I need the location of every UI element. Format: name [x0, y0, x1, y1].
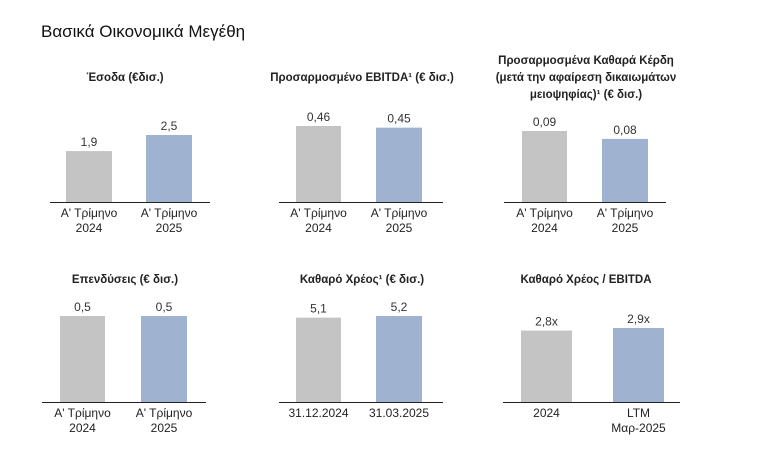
category-label: Α' Τρίμηνο	[141, 206, 198, 220]
bar-value-label: 0,5	[156, 300, 173, 314]
category-label: 2024	[305, 221, 332, 235]
bar-0	[296, 317, 341, 402]
bar-1	[141, 316, 187, 402]
category-label: Α' Τρίμηνο	[61, 206, 118, 220]
category-label: Α' Τρίμηνο	[136, 406, 193, 420]
chart-title: Προσαρμοσμένο EBITDA¹ (€ δισ.)	[270, 72, 454, 84]
category-label: LTM	[627, 406, 650, 420]
bar-value-label: 0,08	[613, 123, 637, 137]
bar-0	[60, 316, 105, 402]
category-label: 2024	[69, 421, 96, 435]
chart-panel-net-debt-ebitda: Καθαρό Χρέος / EBITDA 2,8x 2024 2,9x LTM Μαρ…	[481, 272, 691, 457]
bar-0	[296, 126, 341, 202]
category-label: 2025	[151, 421, 178, 435]
category-label: 2025	[386, 221, 413, 235]
category-label: Α' Τρίμηνο	[597, 206, 654, 220]
bar-0	[66, 151, 112, 202]
chart-panel-adjusted-net-income: Προσαρμοσμένα Καθαρά Κέρδη (μετά την αφα…	[481, 53, 691, 238]
chart-title-line: Προσαρμοσμένα Καθαρά Κέρδη	[498, 55, 674, 67]
bar-0	[522, 131, 567, 202]
chart-panel-revenue: Έσοδα (€δισ.) 1,9 Α' Τρίμηνο 2024 2,5 Α' Τρί…	[20, 70, 230, 255]
chart-title: Προσαρμοσμένα Καθαρά Κέρδη (μετά την αφα…	[481, 53, 691, 104]
category-label: Α' Τρίμηνο	[290, 206, 347, 220]
chart-title: Καθαρό Χρέος¹ (€ δισ.)	[299, 274, 425, 286]
bar-value-label: 0,5	[74, 300, 91, 314]
category-label: Α' Τρίμηνο	[371, 206, 428, 220]
category-label: 2025	[612, 221, 639, 235]
bar-value-label: 5,1	[310, 302, 327, 316]
category-label: 2024	[533, 406, 560, 420]
bar-1	[146, 135, 192, 202]
bar-value-label: 2,8x	[535, 315, 558, 329]
category-label: 31.03.2025	[369, 406, 429, 420]
bar-chart-net-debt: 5,1 31.12.2024 5,2 31.03.2025	[279, 300, 443, 420]
bar-value-label: 0,09	[533, 115, 557, 129]
chart-panel-investments: Επενδύσεις (€ δισ.) 0,5 Α' Τρίμηνο 2024 0,5…	[20, 272, 230, 457]
bar-1	[376, 127, 422, 202]
bar-value-label: 2,9x	[627, 312, 650, 326]
chart-title-line: μειοψηφίας)¹ (€ δισ.)	[529, 89, 643, 101]
chart-title: Επενδύσεις (€ δισ.)	[71, 274, 179, 286]
chart-title: Έσοδα (€δισ.)	[86, 72, 164, 84]
category-label: Μαρ-2025	[611, 421, 666, 435]
page-title: Βασικά Οικονομικά Μεγέθη	[41, 22, 246, 41]
category-label: 31.12.2024	[288, 406, 348, 420]
bar-1	[613, 328, 664, 402]
bar-1	[376, 316, 422, 402]
category-label: Α' Τρίμηνο	[54, 406, 111, 420]
category-label: 2024	[76, 221, 103, 235]
category-label: 2025	[156, 221, 183, 235]
bar-value-label: 5,2	[391, 300, 408, 314]
chart-title-line: (μετά την αφαίρεση δικαιωμάτων	[495, 72, 677, 84]
chart-panel-net-debt: Καθαρό Χρέος¹ (€ δισ.) 5,1 31.12.2024 5,2 3…	[257, 272, 467, 457]
category-label: 2024	[531, 221, 558, 235]
chart-title: Καθαρό Χρέος / EBITDA	[520, 274, 652, 286]
bar-value-label: 2,5	[161, 119, 178, 133]
bar-value-label: 1,9	[81, 135, 98, 149]
chart-panel-adjusted-ebitda: Προσαρμοσμένο EBITDA¹ (€ δισ.) 0,46 Α' Τρ…	[257, 70, 467, 255]
bar-1	[602, 138, 648, 202]
bar-0	[521, 330, 572, 402]
bar-value-label: 0,46	[307, 110, 331, 124]
category-label: Α' Τρίμηνο	[516, 206, 573, 220]
bar-value-label: 0,45	[387, 112, 411, 126]
